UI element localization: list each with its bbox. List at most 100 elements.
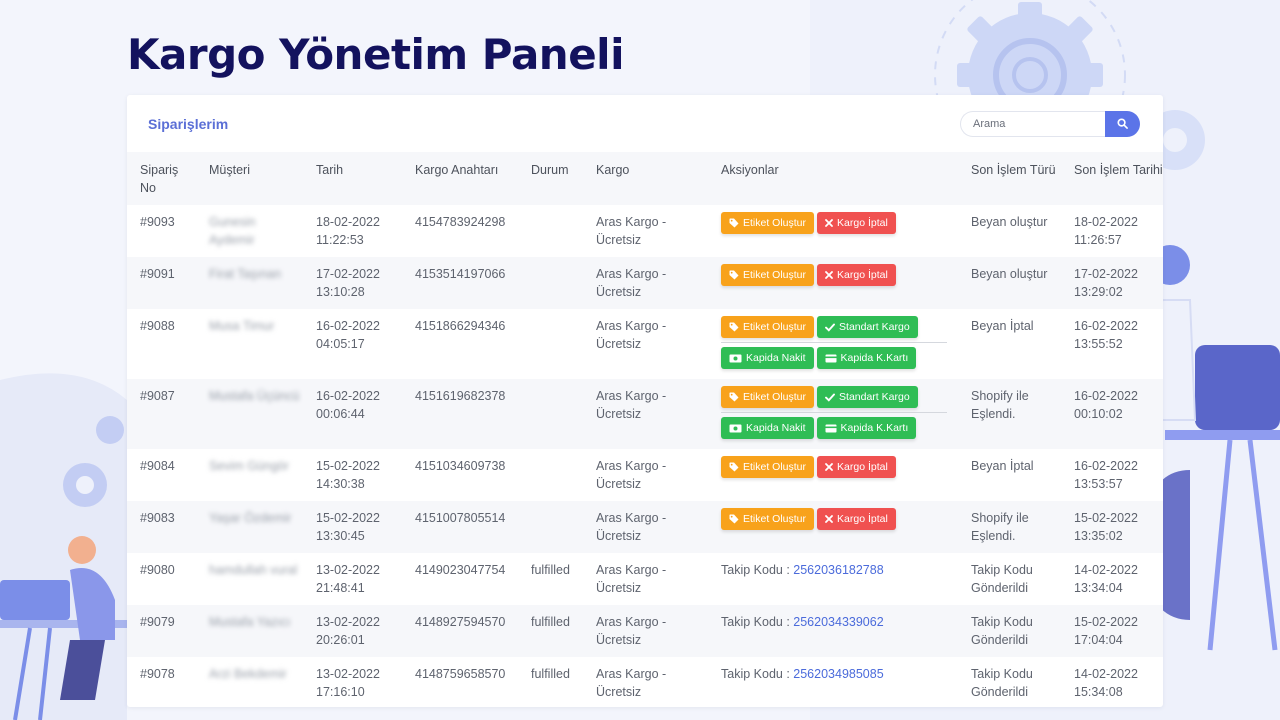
check-icon <box>825 393 835 402</box>
last-action-type: Shopify ile Eşlendi. <box>958 379 1061 449</box>
cargo-company: Aras Kargo - Ücretsiz <box>596 667 667 699</box>
cargo-key: 4151866294346 <box>415 319 506 333</box>
search-icon <box>1117 117 1128 132</box>
status <box>518 449 583 501</box>
cancel-cargo-button[interactable]: Kargo İptal <box>817 508 896 530</box>
cargo-key: 4148927594570 <box>402 605 518 657</box>
column-header: Tarih <box>303 152 402 205</box>
column-header: Kargo Anahtarı <box>402 152 518 205</box>
card-on-delivery-button[interactable]: Kapida K.Kartı <box>816 347 917 369</box>
standard-cargo-button[interactable]: Standart Kargo <box>817 316 918 338</box>
last-action-type: Takip Kodu Gönderildi <box>971 563 1033 595</box>
search-box <box>960 111 1140 137</box>
last-action-date: 16-02-2022 00:10:02 <box>1061 379 1163 449</box>
cash-on-delivery-button[interactable]: Kapida Nakit <box>721 347 814 369</box>
last-action-type: Takip Kodu Gönderildi <box>971 667 1033 699</box>
actions-cell: Etiket Oluştur Kargo İptal <box>708 449 958 501</box>
tag-icon <box>729 514 739 524</box>
last-action-date: 18-02-2022 11:26:57 <box>1074 215 1138 247</box>
create-label-button[interactable]: Etiket Oluştur <box>721 212 815 234</box>
actions-cell: Etiket Oluştur Standart Kargo Kapida Nakit… <box>708 309 958 379</box>
status <box>518 257 583 309</box>
customer-name: Sevim Güngör <box>209 459 289 473</box>
credit-card-icon <box>825 354 837 363</box>
last-action-type: Takip Kodu Gönderildi <box>958 605 1061 657</box>
check-icon <box>825 323 835 332</box>
create-label-button[interactable]: Etiket Oluştur <box>721 386 815 408</box>
cargo-key: 4154783924298 <box>415 215 506 229</box>
button-label: Kapida Nakit <box>746 422 806 434</box>
create-label-button[interactable]: Etiket Oluştur <box>721 264 815 286</box>
table-row: #9088 Musa Timur 16-02-2022 04:05:17 415186… <box>127 309 1163 379</box>
tag-icon <box>729 462 739 472</box>
orders-panel: Siparişlerim Sipariş No Müşteri Tarih Ka… <box>127 95 1163 707</box>
button-label: Kargo İptal <box>837 217 888 229</box>
last-action-type: Beyan İptal <box>971 319 1034 333</box>
tag-icon <box>729 270 739 280</box>
order-number[interactable]: #9088 <box>140 319 175 333</box>
order-number[interactable]: #9079 <box>127 605 196 657</box>
order-number[interactable]: #9084 <box>140 459 175 473</box>
cargo-company: Aras Kargo - Ücretsiz <box>583 605 708 657</box>
button-label: Kapida K.Kartı <box>840 352 909 364</box>
customer-name: Mustafa Üçüncü <box>209 389 300 403</box>
cargo-key: 4151007805514 <box>402 501 518 553</box>
order-date: 13-02-2022 21:48:41 <box>316 563 380 595</box>
order-number[interactable]: #9078 <box>140 667 175 681</box>
actions-cell: Takip Kodu : 2562036182788 <box>708 553 958 605</box>
last-action-type: Beyan İptal <box>971 459 1034 473</box>
tracking-code-link[interactable]: 2562034339062 <box>793 615 884 629</box>
order-number[interactable]: #9093 <box>140 215 175 229</box>
last-action-date: 16-02-2022 13:55:52 <box>1074 319 1138 351</box>
order-number[interactable]: #9080 <box>140 563 175 577</box>
order-number[interactable]: #9087 <box>127 379 196 449</box>
tag-icon <box>729 218 739 228</box>
cargo-company: Aras Kargo - Ücretsiz <box>596 215 667 247</box>
table-row: #9087 Mustafa Üçüncü 16-02-2022 00:06:44 41… <box>127 379 1163 449</box>
button-label: Kargo İptal <box>837 513 888 525</box>
cancel-cargo-button[interactable]: Kargo İptal <box>817 456 896 478</box>
tracking-code-link[interactable]: 2562036182788 <box>793 563 884 577</box>
create-label-button[interactable]: Etiket Oluştur <box>721 508 815 530</box>
last-action-type: Beyan oluştur <box>971 215 1048 229</box>
button-label: Etiket Oluştur <box>743 513 807 525</box>
create-label-button[interactable]: Etiket Oluştur <box>721 456 815 478</box>
cancel-cargo-button[interactable]: Kargo İptal <box>817 212 896 234</box>
tracking-label: Takip Kodu : <box>721 563 790 577</box>
cancel-cargo-button[interactable]: Kargo İptal <box>817 264 896 286</box>
cash-on-delivery-button[interactable]: Kapida Nakit <box>721 417 814 439</box>
order-date: 15-02-2022 14:30:38 <box>316 459 380 491</box>
tracking-code-link[interactable]: 2562034985085 <box>793 667 884 681</box>
cash-icon <box>729 354 742 363</box>
table-row: #9093 Gunesin Aydemir 18-02-2022 11:22:53 4… <box>127 205 1163 257</box>
credit-card-icon <box>825 424 837 433</box>
tag-icon <box>729 392 739 402</box>
column-header: Durum <box>518 152 583 205</box>
customer-name: Gunesin Aydemir <box>209 215 256 247</box>
status: fulfilled <box>531 667 570 681</box>
standard-cargo-button[interactable]: Standart Kargo <box>817 386 918 408</box>
search-button[interactable] <box>1105 111 1140 137</box>
last-action-date: 15-02-2022 13:35:02 <box>1061 501 1163 553</box>
button-label: Kargo İptal <box>837 461 888 473</box>
column-header: Aksiyonlar <box>708 152 958 205</box>
actions-cell: Etiket Oluştur Kargo İptal <box>708 501 958 553</box>
column-header: Müşteri <box>196 152 303 205</box>
page-title: Kargo Yönetim Paneli <box>127 30 624 79</box>
order-number[interactable]: #9083 <box>127 501 196 553</box>
button-label: Etiket Oluştur <box>743 391 807 403</box>
order-number[interactable]: #9091 <box>127 257 196 309</box>
actions-cell: Takip Kodu : 2562034985085 <box>708 657 958 707</box>
last-action-date: 14-02-2022 15:34:08 <box>1074 667 1138 699</box>
last-action-date: 16-02-2022 13:53:57 <box>1074 459 1138 491</box>
status <box>518 205 583 257</box>
search-input[interactable] <box>960 111 1108 137</box>
cargo-key: 4151619682378 <box>402 379 518 449</box>
cargo-company: Aras Kargo - Ücretsiz <box>596 319 667 351</box>
order-date: 13-02-2022 20:26:01 <box>303 605 402 657</box>
card-on-delivery-button[interactable]: Kapida K.Kartı <box>816 417 917 439</box>
actions-cell: Takip Kodu : 2562034339062 <box>708 605 958 657</box>
last-action-date: 15-02-2022 17:04:04 <box>1061 605 1163 657</box>
status: fulfilled <box>518 605 583 657</box>
create-label-button[interactable]: Etiket Oluştur <box>721 316 815 338</box>
